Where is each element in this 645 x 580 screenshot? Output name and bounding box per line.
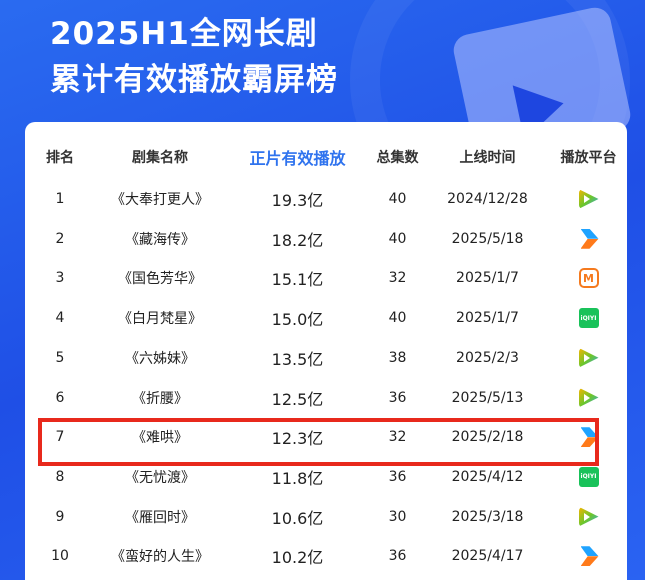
ranking-table: 排名 剧集名称 正片有效播放 总集数 上线时间 播放平台 1 《大奉打更人》 1… (25, 122, 627, 580)
episode-count: 36 (388, 468, 407, 485)
rank: 9 (55, 508, 65, 525)
effective-plays: 11.8亿 (271, 468, 324, 488)
title-line-2: 累计有效播放霸屏榜 (50, 62, 338, 98)
release-date: 2025/3/18 (451, 508, 524, 525)
platform-cell (550, 506, 627, 527)
drama-name: 《蛮好的人生》 (111, 549, 209, 566)
drama-name: 《六姊妹》 (125, 350, 195, 367)
episode-count: 40 (388, 310, 407, 327)
tencent-video-icon (578, 506, 599, 527)
drama-name: 《大奉打更人》 (111, 192, 209, 208)
table-row: 4 《白月梵星》 15.0亿 40 2025/1/7 iQIYI (25, 298, 627, 338)
header-date: 上线时间 (459, 150, 516, 166)
tencent-video-icon (578, 347, 599, 368)
table-row: 1 《大奉打更人》 19.3亿 40 2024/12/28 (25, 179, 627, 219)
rank: 2 (55, 230, 65, 247)
youku-icon (579, 546, 599, 566)
rank: 3 (55, 270, 65, 287)
table-row: 10 《蛮好的人生》 10.2亿 36 2025/4/17 (25, 536, 627, 576)
release-date: 2025/2/18 (451, 429, 524, 446)
table-row: 8 《无忧渡》 11.8亿 36 2025/4/12 iQIYI (25, 457, 627, 497)
release-date: 2025/5/13 (451, 389, 524, 406)
release-date: 2025/4/17 (451, 548, 524, 565)
platform-cell: iQIYI (550, 308, 627, 329)
rank: 10 (51, 548, 69, 565)
rank: 1 (55, 191, 65, 207)
rank: 7 (55, 429, 65, 446)
drama-name: 《雁回时》 (125, 509, 195, 526)
release-date: 2024/12/28 (447, 191, 528, 207)
effective-plays: 15.0亿 (271, 310, 324, 330)
platform-cell (550, 546, 627, 566)
platform-cell: iQIYI (550, 466, 627, 487)
table-header: 排名 剧集名称 正片有效播放 总集数 上线时间 播放平台 (25, 137, 627, 177)
highlight-box (38, 418, 599, 466)
header-plays: 正片有效播放 (249, 149, 346, 168)
iqiyi-icon: iQIYI (578, 308, 599, 329)
release-date: 2025/5/18 (451, 230, 524, 247)
effective-plays: 19.3亿 (271, 191, 324, 210)
platform-cell (550, 189, 627, 209)
drama-name: 《无忧渡》 (125, 469, 195, 486)
tencent-video-icon (578, 387, 599, 408)
release-date: 2025/4/12 (451, 468, 524, 485)
header-episodes: 总集数 (376, 150, 419, 166)
platform-cell: M (550, 268, 627, 289)
table-row: 2 《藏海传》 18.2亿 40 2025/5/18 (25, 219, 627, 259)
rank: 8 (55, 468, 65, 485)
episode-count: 36 (388, 548, 407, 565)
release-date: 2025/1/7 (456, 270, 519, 287)
table-row: 7 《难哄》 12.3亿 32 2025/2/18 (25, 417, 627, 457)
drama-name: 《藏海传》 (125, 231, 195, 248)
header-name: 剧集名称 (132, 150, 188, 166)
release-date: 2025/1/7 (456, 310, 519, 327)
platform-cell (550, 347, 627, 368)
episode-count: 40 (388, 191, 407, 207)
tencent-video-icon (578, 189, 599, 209)
effective-plays: 18.2亿 (271, 230, 324, 250)
episode-count: 32 (388, 270, 407, 287)
drama-name: 《折腰》 (132, 390, 188, 407)
table-row: 5 《六姊妹》 13.5亿 38 2025/2/3 (25, 338, 627, 378)
table-row: 3 《国色芳华》 15.1亿 32 2025/1/7 M (25, 258, 627, 298)
iqiyi-icon: iQIYI (578, 466, 599, 487)
release-date: 2025/2/3 (456, 349, 519, 366)
platform-cell (550, 387, 627, 408)
table-row: 9 《雁回时》 10.6亿 30 2025/3/18 (25, 497, 627, 537)
drama-name: 《难哄》 (132, 430, 188, 447)
drama-name: 《国色芳华》 (118, 271, 202, 288)
platform-cell (550, 229, 627, 249)
youku-icon (579, 229, 599, 249)
episode-count: 38 (388, 349, 407, 366)
title-line-1: 2025H1全网长剧 (50, 16, 318, 52)
rank: 4 (55, 310, 65, 327)
episode-count: 40 (388, 230, 407, 247)
drama-name: 《白月梵星》 (118, 311, 202, 328)
mango-tv-icon: M (578, 268, 599, 289)
rank: 6 (55, 389, 65, 406)
effective-plays: 15.1亿 (271, 270, 324, 290)
effective-plays: 12.3亿 (271, 429, 324, 449)
effective-plays: 12.5亿 (271, 389, 324, 409)
episode-count: 30 (388, 508, 407, 525)
effective-plays: 13.5亿 (271, 349, 324, 369)
header-platform: 播放平台 (560, 150, 617, 166)
header-rank: 排名 (46, 150, 74, 166)
effective-plays: 10.2亿 (271, 548, 324, 568)
episode-count: 32 (388, 429, 407, 446)
episode-count: 36 (388, 389, 407, 406)
table-row: 6 《折腰》 12.5亿 36 2025/5/13 (25, 378, 627, 418)
rank: 5 (55, 349, 65, 366)
effective-plays: 10.6亿 (271, 508, 324, 528)
